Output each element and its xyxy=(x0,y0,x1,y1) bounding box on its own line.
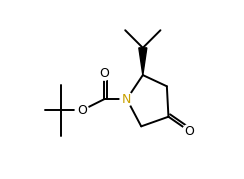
Circle shape xyxy=(120,92,133,106)
Text: N: N xyxy=(122,93,132,106)
Text: O: O xyxy=(184,125,194,138)
Text: O: O xyxy=(77,104,87,117)
Circle shape xyxy=(75,104,89,117)
Circle shape xyxy=(98,67,111,80)
Text: O: O xyxy=(100,67,109,80)
Polygon shape xyxy=(139,48,147,75)
Circle shape xyxy=(183,124,196,138)
